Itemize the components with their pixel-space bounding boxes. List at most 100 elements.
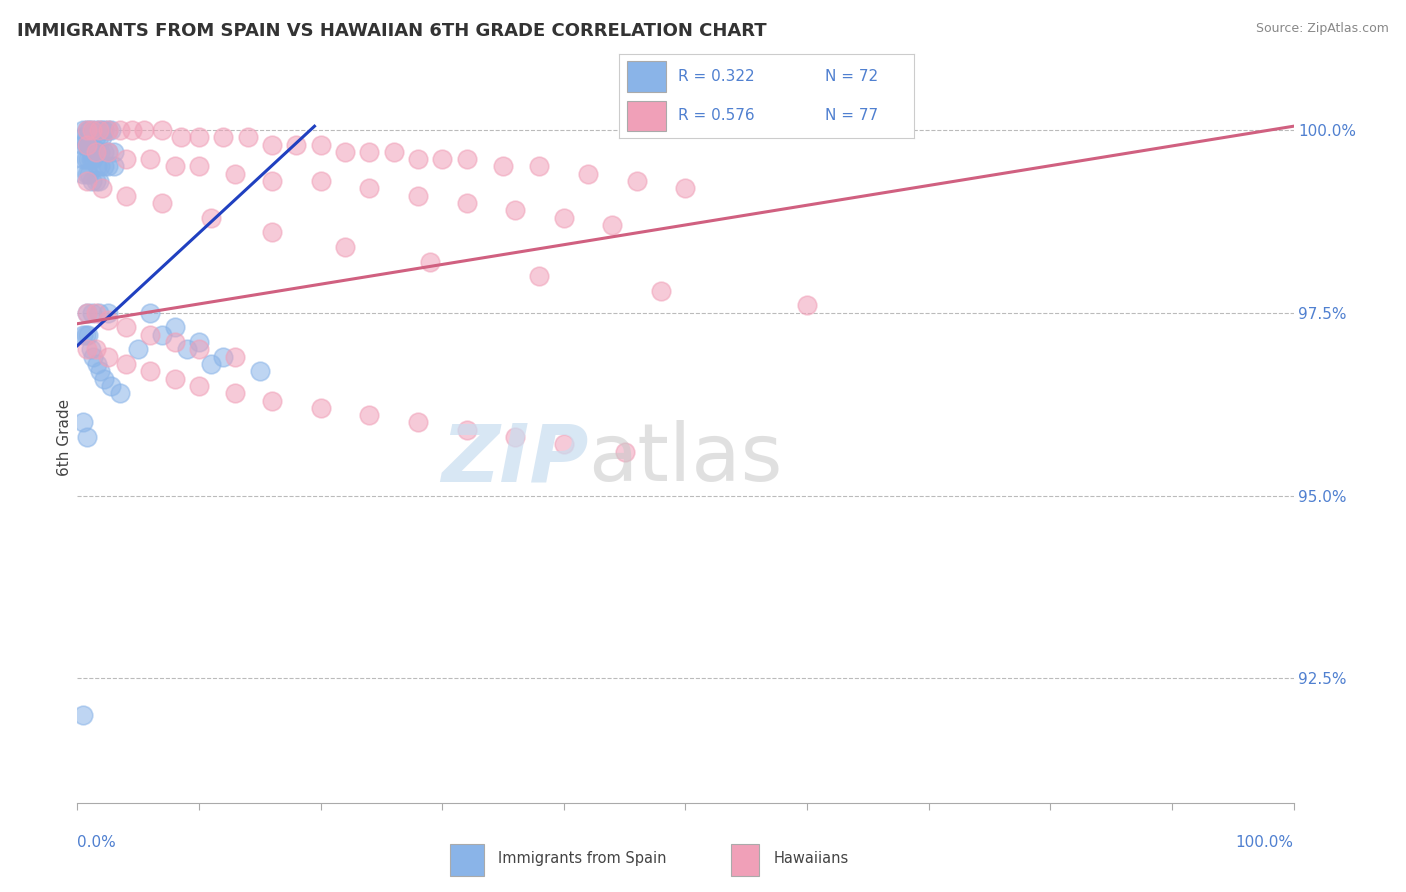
Point — [80, 152, 103, 166]
Point — [90, 123, 112, 137]
Point — [76, 306, 98, 320]
Point — [93, 123, 115, 137]
Point — [163, 320, 186, 334]
Point — [553, 437, 575, 451]
Point — [76, 123, 98, 137]
Point — [200, 211, 222, 225]
Point — [72, 416, 94, 430]
Point — [236, 130, 259, 145]
Point — [89, 123, 111, 137]
Point — [89, 123, 111, 137]
Point — [72, 137, 94, 152]
Point — [139, 306, 162, 320]
Point — [309, 137, 332, 152]
Point — [72, 152, 94, 166]
Point — [212, 350, 235, 364]
Text: 0.0%: 0.0% — [77, 836, 117, 850]
Point — [224, 386, 246, 401]
Point — [79, 167, 101, 181]
Point — [333, 240, 356, 254]
Text: IMMIGRANTS FROM SPAIN VS HAWAIIAN 6TH GRADE CORRELATION CHART: IMMIGRANTS FROM SPAIN VS HAWAIIAN 6TH GR… — [17, 22, 766, 40]
Point — [90, 181, 112, 195]
Point — [503, 203, 526, 218]
Point — [188, 334, 211, 349]
Point — [89, 145, 111, 159]
Point — [121, 123, 143, 137]
Point — [86, 357, 108, 371]
Point — [224, 350, 246, 364]
Point — [80, 137, 103, 152]
Point — [90, 130, 112, 145]
Point — [100, 379, 122, 393]
Point — [456, 152, 478, 166]
Point — [134, 123, 156, 137]
Point — [82, 152, 104, 166]
Point — [93, 145, 115, 159]
Point — [79, 130, 101, 145]
Text: 100.0%: 100.0% — [1236, 836, 1294, 850]
Point — [212, 130, 235, 145]
Point — [127, 343, 149, 357]
Point — [82, 350, 104, 364]
Point — [72, 130, 94, 145]
Point — [152, 123, 174, 137]
Point — [529, 160, 551, 174]
Text: Source: ZipAtlas.com: Source: ZipAtlas.com — [1256, 22, 1389, 36]
Point — [553, 211, 575, 225]
Point — [84, 174, 107, 188]
Point — [650, 284, 672, 298]
Point — [86, 160, 108, 174]
Point — [72, 327, 94, 342]
Point — [260, 393, 283, 408]
Point — [72, 708, 94, 723]
Point — [456, 423, 478, 437]
Text: N = 72: N = 72 — [825, 69, 879, 84]
Point — [796, 298, 818, 312]
Point — [75, 152, 97, 166]
Y-axis label: 6th Grade: 6th Grade — [56, 399, 72, 475]
Point — [76, 430, 98, 444]
Point — [152, 327, 174, 342]
Point — [359, 408, 381, 422]
Point — [97, 145, 120, 159]
Point — [84, 123, 107, 137]
Point — [89, 160, 111, 174]
Point — [200, 357, 222, 371]
Text: atlas: atlas — [588, 420, 783, 498]
Point — [77, 137, 100, 152]
Point — [163, 334, 186, 349]
Point — [97, 123, 120, 137]
Point — [139, 364, 162, 378]
Point — [100, 123, 122, 137]
Point — [188, 160, 211, 174]
Point — [76, 167, 98, 181]
Point — [82, 145, 104, 159]
Point — [108, 386, 131, 401]
Point — [163, 160, 186, 174]
Point — [285, 137, 308, 152]
Point — [97, 306, 120, 320]
FancyBboxPatch shape — [627, 62, 666, 92]
Point — [188, 379, 211, 393]
Point — [576, 167, 599, 181]
Point — [84, 306, 107, 320]
Point — [80, 174, 103, 188]
Point — [188, 130, 211, 145]
Point — [309, 174, 332, 188]
Point — [170, 130, 193, 145]
Point — [77, 327, 100, 342]
Point — [382, 145, 405, 159]
Point — [139, 152, 162, 166]
Text: R = 0.576: R = 0.576 — [678, 108, 754, 123]
Point — [152, 196, 174, 211]
Text: Immigrants from Spain: Immigrants from Spain — [498, 851, 666, 866]
Point — [188, 343, 211, 357]
Point — [406, 152, 429, 166]
Point — [139, 327, 162, 342]
Point — [503, 430, 526, 444]
Point — [456, 196, 478, 211]
Point — [115, 188, 138, 202]
Point — [333, 145, 356, 159]
Point — [359, 181, 381, 195]
Point — [89, 364, 111, 378]
